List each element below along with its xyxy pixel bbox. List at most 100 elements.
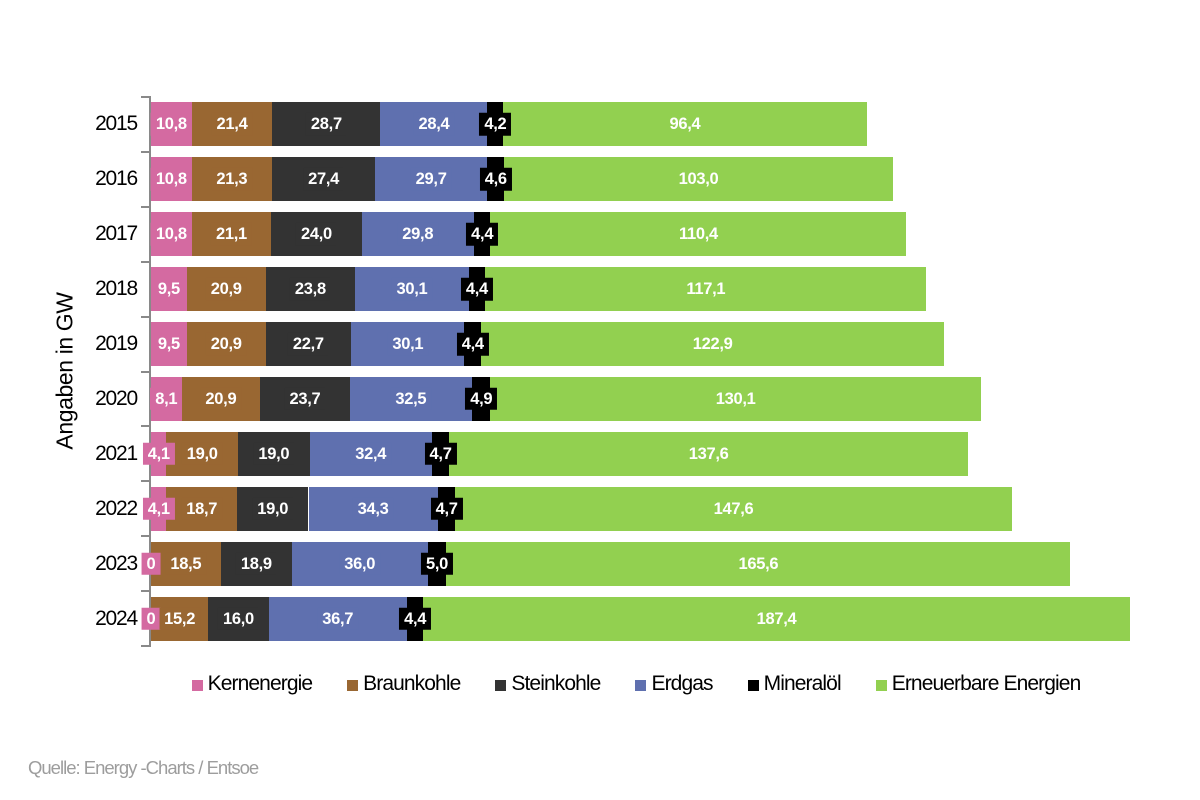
value-label-kernenergie-2022: 4,1 [142, 497, 175, 520]
value-label-erdgas-2016: 29,7 [410, 168, 452, 191]
value-label-kernenergie-2016: 10,8 [150, 168, 192, 191]
value-label-erneuerbare-energien-2020: 130,1 [710, 387, 761, 411]
axis-tick [141, 370, 149, 373]
value-label-erdgas-2015: 28,4 [413, 113, 455, 136]
legend-label-kernenergie: Kernenergie [207, 672, 313, 695]
bar-row-2024: 2024 0 15,2 16,0 36,7 4,4 187,4 [0, 596, 1200, 641]
bar-row-2016: 2016 10,8 21,3 27,4 29,7 4,6 103,0 [0, 157, 1200, 202]
value-label-erneuerbare-energien-2018: 117,1 [681, 277, 731, 301]
bar-row-2023: 2023 0 18,5 18,9 36,0 5,0 165,6 [0, 541, 1200, 586]
value-label-braunkohle-2019: 20,9 [205, 332, 247, 356]
axis-tick [141, 645, 149, 647]
legend-swatch-braunkohle [347, 679, 359, 691]
value-label-erdgas-2022: 34,3 [352, 497, 394, 520]
value-label-mineral-l-2023: 5,0 [420, 552, 454, 575]
legend-item-steinkohle[interactable]: Steinkohle [495, 672, 601, 696]
value-label-kernenergie-2017: 10,8 [150, 223, 192, 246]
value-label-erdgas-2019: 30,1 [387, 332, 429, 356]
value-label-erdgas-2018: 30,1 [391, 277, 433, 301]
value-label-mineral-l-2018: 4,4 [460, 277, 493, 301]
value-label-erdgas-2020: 32,5 [390, 387, 432, 411]
legend-label-braunkohle: Braunkohle [363, 672, 461, 695]
value-label-kernenergie-2021: 4,1 [142, 442, 175, 466]
value-label-kernenergie-2020: 8,1 [150, 387, 183, 411]
value-label-erdgas-2024: 36,7 [317, 607, 359, 630]
value-label-mineral-l-2019: 4,4 [456, 332, 489, 356]
legend: Kernenergie Braunkohle Steinkohle Erdgas Min… [147, 671, 1125, 697]
value-label-erneuerbare-energien-2024: 187,4 [751, 607, 802, 630]
legend-swatch-erneuerbare-energien [875, 679, 887, 691]
legend-swatch-steinkohle [495, 679, 507, 691]
category-label-2016: 2016 [95, 167, 138, 191]
category-label-2015: 2015 [95, 112, 138, 136]
category-label-2018: 2018 [95, 277, 138, 301]
value-label-erneuerbare-energien-2023: 165,6 [733, 552, 784, 575]
legend-swatch-mineral-l [747, 679, 759, 691]
value-label-erneuerbare-energien-2016: 103,0 [673, 168, 724, 191]
value-label-kernenergie-2024: 0 [141, 607, 161, 630]
value-label-kernenergie-2015: 10,8 [150, 113, 192, 136]
value-label-braunkohle-2022: 18,7 [181, 497, 223, 520]
value-label-erneuerbare-energien-2022: 147,6 [708, 497, 759, 520]
value-label-braunkohle-2016: 21,3 [211, 168, 253, 191]
value-label-mineral-l-2015: 4,2 [479, 113, 512, 136]
value-label-mineral-l-2020: 4,9 [465, 387, 498, 411]
legend-label-steinkohle: Steinkohle [511, 672, 601, 695]
value-label-braunkohle-2015: 21,4 [211, 113, 253, 136]
value-label-steinkohle-2020: 23,7 [284, 387, 326, 411]
axis-tick [141, 96, 149, 98]
bar-row-2022: 2022 4,1 18,7 19,0 34,3 4,7 147,6 [0, 486, 1200, 531]
value-label-steinkohle-2022: 19,0 [252, 497, 294, 520]
axis-tick [141, 315, 149, 318]
value-label-steinkohle-2017: 24,0 [295, 223, 337, 246]
axis-tick [141, 150, 149, 153]
legend-item-kernenergie[interactable]: Kernenergie [191, 672, 313, 696]
bar-row-2020: 2020 8,1 20,9 23,7 32,5 4,9 130,1 [0, 376, 1200, 421]
value-label-mineral-l-2016: 4,6 [479, 168, 512, 191]
value-label-steinkohle-2016: 27,4 [303, 168, 345, 191]
value-label-erneuerbare-energien-2017: 110,4 [674, 223, 723, 246]
value-label-mineral-l-2024: 4,4 [399, 607, 432, 630]
legend-swatch-kernenergie [191, 679, 203, 691]
value-label-kernenergie-2018: 9,5 [152, 277, 185, 301]
category-label-2021: 2021 [95, 441, 138, 465]
value-label-erdgas-2023: 36,0 [339, 552, 381, 575]
value-label-steinkohle-2018: 23,8 [289, 277, 331, 301]
legend-swatch-erdgas [635, 679, 647, 691]
legend-label-erdgas: Erdgas [651, 672, 713, 695]
value-label-mineral-l-2017: 4,4 [466, 223, 499, 246]
legend-label-erneuerbare-energien: Erneuerbare Energien [891, 672, 1082, 695]
legend-item-mineral-l[interactable]: Mineralöl [747, 672, 842, 696]
bar-row-2017: 2017 10,8 21,1 24,0 29,8 4,4 110,4 [0, 212, 1200, 257]
value-label-steinkohle-2023: 18,9 [235, 552, 277, 575]
legend-item-erdgas[interactable]: Erdgas [635, 672, 714, 696]
category-label-2023: 2023 [95, 551, 138, 575]
value-label-braunkohle-2021: 19,0 [181, 442, 223, 466]
value-label-steinkohle-2019: 22,7 [287, 332, 329, 356]
value-label-braunkohle-2023: 18,5 [165, 552, 207, 575]
category-label-2020: 2020 [95, 386, 138, 410]
category-label-2022: 2022 [95, 496, 138, 520]
value-label-mineral-l-2021: 4,7 [424, 442, 457, 466]
category-axis-line [149, 96, 151, 647]
value-label-braunkohle-2020: 20,9 [200, 387, 242, 411]
value-label-kernenergie-2019: 9,5 [152, 332, 185, 356]
value-label-erneuerbare-energien-2015: 96,4 [664, 113, 706, 136]
legend-label-mineral-l: Mineralöl [763, 672, 842, 695]
bar-row-2018: 2018 9,5 20,9 23,8 30,1 4,4 117,1 [0, 267, 1200, 312]
category-label-2017: 2017 [95, 222, 138, 246]
axis-tick [141, 590, 149, 593]
value-label-braunkohle-2018: 20,9 [205, 277, 247, 301]
value-label-steinkohle-2021: 19,0 [253, 442, 295, 466]
bar-row-2019: 2019 9,5 20,9 22,7 30,1 4,4 122,9 [0, 322, 1200, 367]
value-label-steinkohle-2024: 16,0 [217, 607, 259, 630]
value-label-erdgas-2021: 32,4 [350, 442, 392, 466]
legend-item-erneuerbare-energien[interactable]: Erneuerbare Energien [875, 672, 1082, 696]
axis-tick [141, 205, 149, 208]
value-label-mineral-l-2022: 4,7 [430, 497, 463, 520]
axis-tick [141, 260, 149, 263]
axis-tick [141, 535, 149, 538]
legend-item-braunkohle[interactable]: Braunkohle [347, 672, 461, 696]
